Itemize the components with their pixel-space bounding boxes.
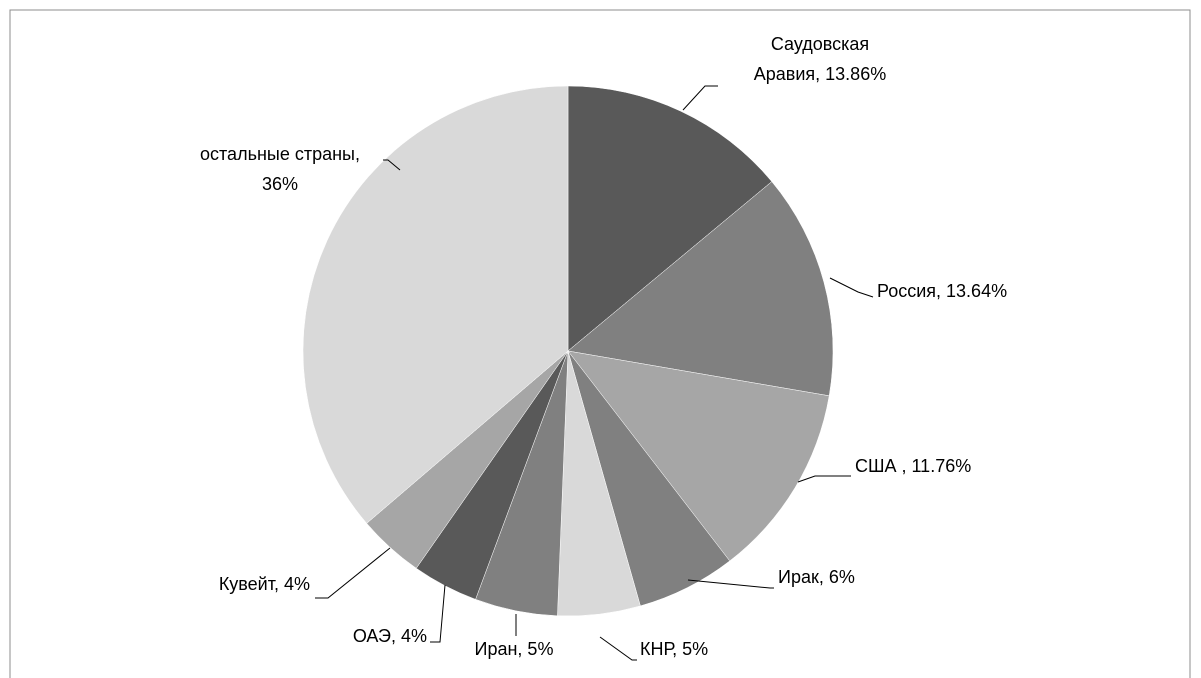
data-label: Кувейт, 4% (219, 574, 310, 594)
data-label-line: Аравия, 13.86% (754, 64, 886, 84)
data-label: Россия, 13.64% (877, 281, 1007, 301)
leader-line (430, 584, 446, 643)
leader-line (797, 475, 851, 483)
data-label: Саудовская Аравия, 13.86% (754, 34, 886, 84)
pie-slice (567, 181, 834, 397)
data-label-line: Кувейт, 4% (219, 574, 310, 594)
pie-slice (567, 85, 773, 352)
data-label-line: 36% (262, 174, 298, 194)
data-label-line: КНР, 5% (640, 639, 708, 659)
leader-line (687, 579, 774, 589)
data-label-line: ОАЭ, 4% (353, 626, 427, 646)
data-label-line: США , 11.76% (855, 456, 971, 476)
data-label: США , 11.76% (855, 456, 971, 476)
data-label: Иран, 5% (475, 639, 554, 659)
leader-line (599, 636, 637, 661)
data-label-line: Иран, 5% (475, 639, 554, 659)
leader-line (829, 277, 874, 298)
chart-frame (9, 9, 1191, 678)
data-label: остальные страны, 36% (200, 144, 360, 194)
data-label: КНР, 5% (640, 639, 708, 659)
data-label: Ирак, 6% (778, 567, 855, 587)
data-label: ОАЭ, 4% (353, 626, 427, 646)
leader-line (315, 547, 391, 599)
data-label-line: остальные страны, (200, 144, 360, 164)
data-label-line: Саудовская (771, 34, 869, 54)
pie-slice (302, 85, 569, 524)
data-label-line: Ирак, 6% (778, 567, 855, 587)
data-label-line: Россия, 13.64% (877, 281, 1007, 301)
pie-slice (567, 350, 830, 562)
leader-line (682, 85, 718, 111)
leader-line (383, 159, 401, 171)
